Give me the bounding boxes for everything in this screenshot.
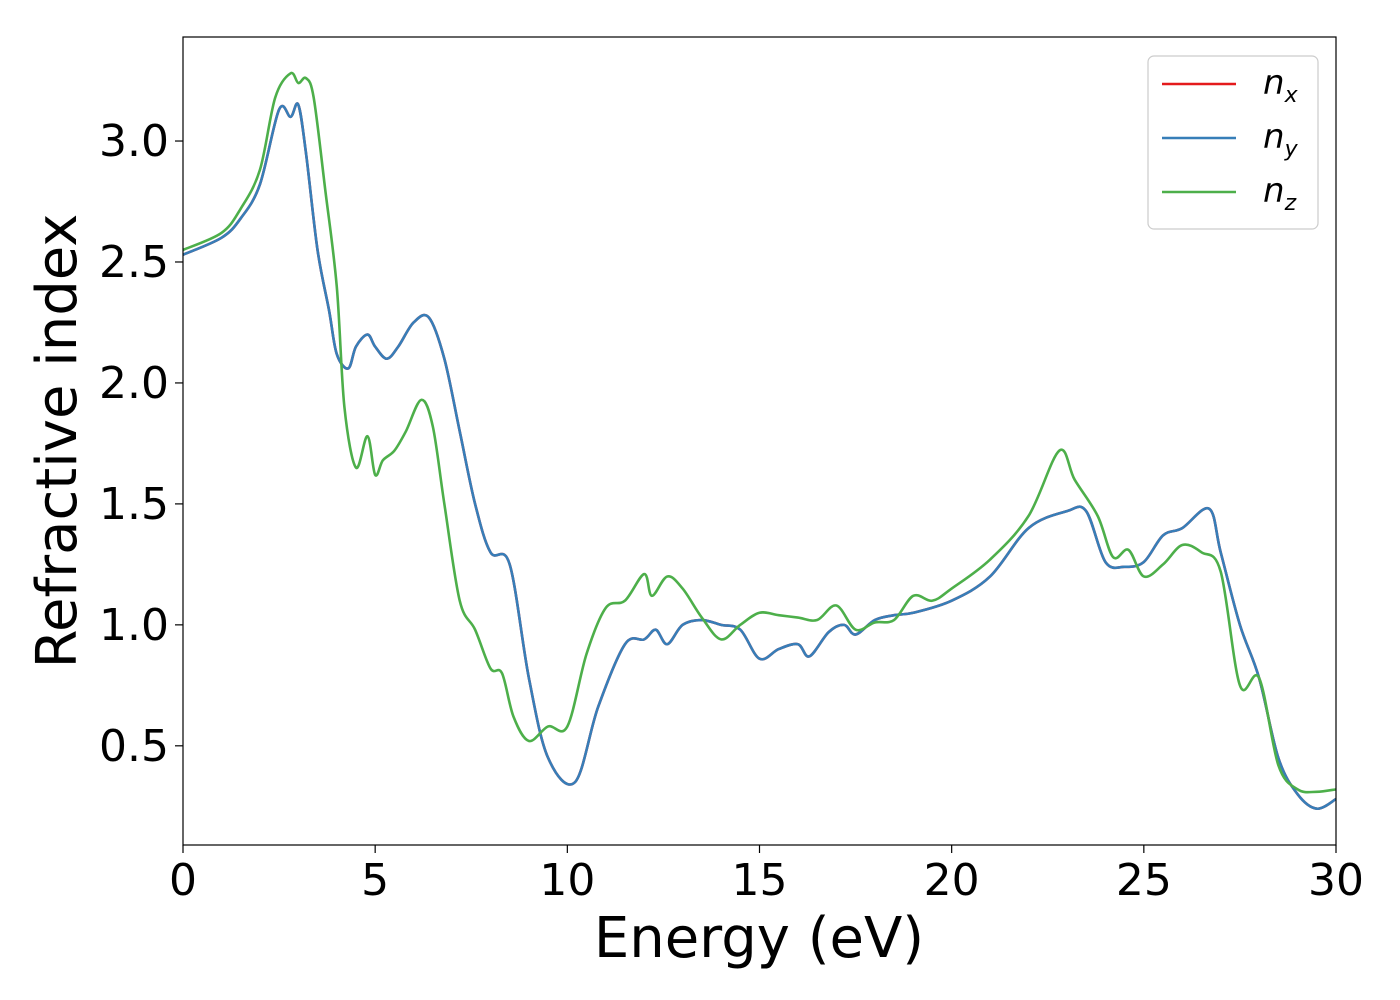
x-tick-label: 5 <box>361 855 389 906</box>
x-tick-label: 20 <box>924 855 980 906</box>
x-tick-label: 15 <box>732 855 788 906</box>
legend-label-z: nz <box>1263 171 1297 216</box>
x-tick-label: 0 <box>169 855 197 906</box>
y-tick-label: 2.5 <box>99 237 169 288</box>
y-axis-ticks: 0.5 1.0 1.5 2.0 2.5 3.0 <box>99 116 183 772</box>
y-tick-label: 2.0 <box>99 358 169 409</box>
y-tick-label: 1.0 <box>99 600 169 651</box>
x-axis-ticks: 0 5 10 15 20 25 30 <box>169 845 1364 906</box>
y-tick-label: 3.0 <box>99 116 169 167</box>
y-tick-label: 1.5 <box>99 479 169 530</box>
legend-label-y: ny <box>1263 117 1299 162</box>
x-tick-label: 25 <box>1116 855 1172 906</box>
legend-label-x: nx <box>1263 63 1299 108</box>
x-tick-label: 10 <box>539 855 595 906</box>
legend-box <box>1147 55 1319 230</box>
legend: nx ny nz <box>1147 55 1319 230</box>
y-tick-label: 0.5 <box>99 721 169 772</box>
series-line-z <box>183 71 1336 794</box>
plot-lines <box>183 71 1336 811</box>
y-axis-label: Refractive index <box>25 214 90 669</box>
x-tick-label: 30 <box>1308 855 1364 906</box>
x-axis-label: Energy (eV) <box>594 906 924 971</box>
